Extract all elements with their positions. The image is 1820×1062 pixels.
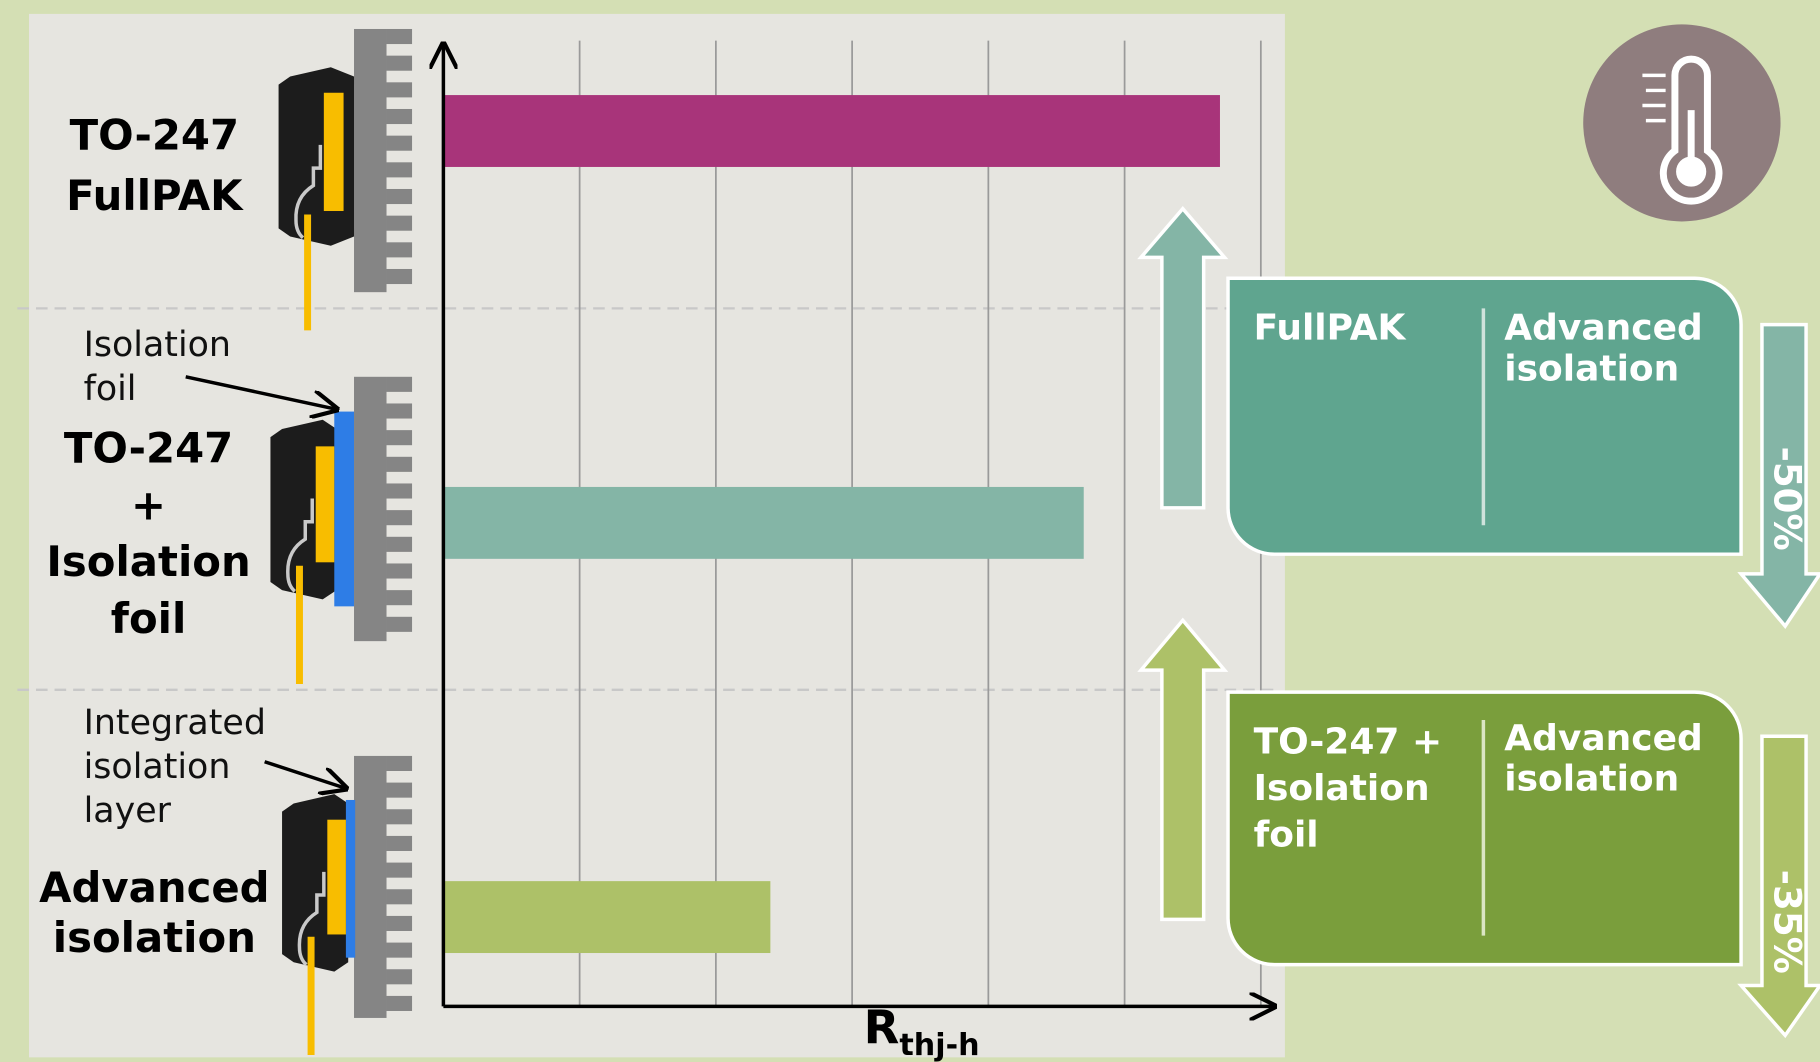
heatsink: [354, 376, 387, 642]
heatsink-fin: [386, 782, 413, 798]
heatsink-fin: [386, 889, 413, 905]
isolation-layer: [345, 799, 356, 958]
box-text: Advanced isolation: [1504, 308, 1703, 390]
heatsink: [354, 755, 387, 1018]
heatsink-fin: [386, 403, 413, 419]
up-arrow: [1137, 617, 1229, 922]
annotation-wrap: Integrated isolation layer: [83, 702, 266, 832]
heatsink-fin: [386, 835, 413, 851]
heatsink-fin: [386, 510, 413, 526]
category-label: TO-247 FullPAK: [66, 112, 243, 221]
reduction-label: -35%: [1766, 870, 1809, 974]
box-text-wrap: FullPAK: [1253, 308, 1406, 349]
thermometer-badge: [1583, 24, 1781, 222]
bond-wire: [294, 144, 323, 240]
category-label-wrap: TO-247 FullPAK: [66, 112, 243, 221]
bar: [443, 881, 771, 954]
heatsink-fin: [386, 430, 413, 446]
down-arrow: [1737, 734, 1820, 1039]
heatsink-fin: [386, 135, 413, 151]
heatsink-fin: [386, 456, 413, 472]
up-arrow: [1137, 206, 1229, 510]
annotation-arrow: [264, 760, 346, 789]
down-arrow: [1737, 322, 1820, 629]
die: [315, 446, 335, 563]
die: [327, 819, 346, 935]
heatsink-fin: [386, 755, 413, 771]
heatsink: [354, 28, 387, 293]
package-icons: [270, 28, 413, 1056]
annotation-wrap: Isolation foil: [83, 324, 232, 410]
bar: [443, 95, 1220, 167]
heatsink-fin: [386, 188, 413, 205]
annotation: Isolation foil: [83, 324, 232, 410]
isolation-foil: [334, 411, 355, 607]
annotation-arrow: [185, 375, 337, 409]
heatsink-fin: [386, 915, 413, 931]
reduction-label: -50%: [1766, 446, 1809, 550]
box-text-wrap: Advanced isolation: [1504, 718, 1703, 800]
heatsink-fin: [386, 942, 413, 958]
box-text-wrap: TO-247 + Isolation foil: [1253, 721, 1443, 856]
box-text: TO-247 + Isolation foil: [1253, 721, 1443, 856]
heatsink-fin: [386, 969, 413, 985]
box-text: FullPAK: [1253, 308, 1406, 349]
heatsink-fin: [386, 28, 413, 45]
category-label-wrap: TO-247 + Isolation foil: [46, 425, 251, 644]
thermometer-icon: [1642, 55, 1723, 205]
category-label-wrap: Advanced isolation: [39, 864, 270, 963]
die: [323, 92, 344, 212]
heatsink-fin: [386, 809, 413, 825]
bar: [443, 486, 1084, 559]
bars: [443, 95, 1220, 954]
heatsink-fin: [386, 162, 413, 178]
x-axis-label: Rthj-h: [864, 1000, 980, 1062]
heatsink-fin: [386, 215, 413, 231]
heatsink-fin: [386, 242, 413, 258]
heatsink-fin: [386, 995, 413, 1011]
heatsink-fin: [386, 862, 413, 878]
box-text-wrap: Advanced isolation: [1504, 308, 1703, 390]
category-label: TO-247 + Isolation foil: [46, 425, 251, 644]
heatsink-fin: [386, 268, 413, 285]
bond-wire: [297, 871, 326, 966]
heatsink-fin: [386, 483, 413, 499]
heatsink-fin: [386, 376, 413, 392]
annotation: Integrated isolation layer: [83, 702, 266, 832]
heatsink-fin: [386, 590, 413, 606]
heatsink-fin: [386, 536, 413, 552]
heatsink-fin: [386, 563, 413, 579]
heatsink-fin: [386, 616, 413, 632]
bond-wire: [286, 498, 314, 593]
heatsink-fin: [386, 108, 413, 125]
box-text: Advanced isolation: [1504, 718, 1703, 800]
heatsink-fin: [386, 82, 413, 98]
category-label: Advanced isolation: [39, 864, 270, 963]
heatsink-fin: [386, 55, 413, 71]
